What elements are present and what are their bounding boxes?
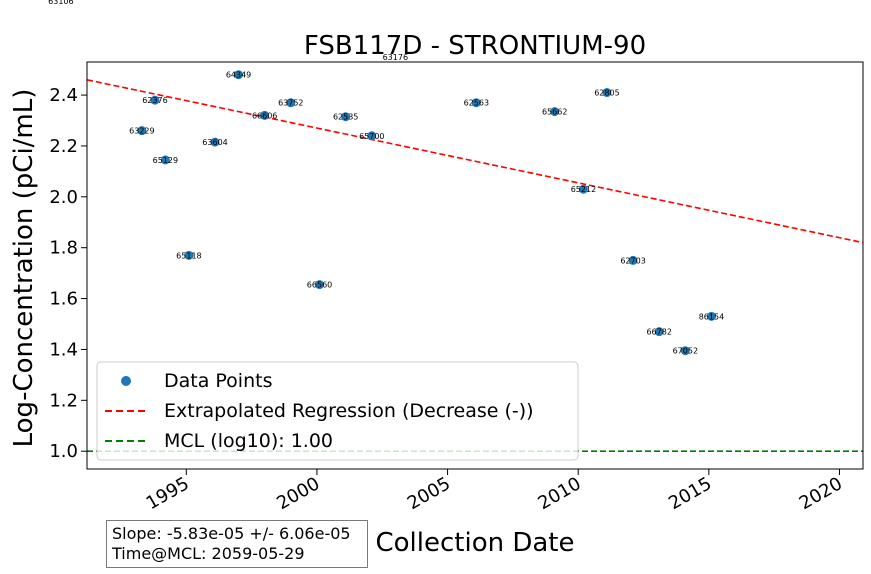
y-tick-label: 2.0 xyxy=(49,187,78,208)
x-tick-label: 2010 xyxy=(535,473,585,514)
data-point xyxy=(137,126,147,136)
time-at-mcl-text: Time@MCL: 2059-05-29 xyxy=(112,544,305,563)
data-point xyxy=(160,155,170,165)
data-point xyxy=(550,107,560,117)
data-point xyxy=(315,280,325,290)
slope-text: Slope: -5.83e-05 +/- 6.06e-05 xyxy=(112,524,351,543)
data-point xyxy=(150,95,160,105)
regression-line xyxy=(87,79,863,244)
y-tick-label: 2.2 xyxy=(49,136,78,157)
x-axis-label: Collection Date xyxy=(375,528,574,558)
data-point xyxy=(602,88,612,98)
data-point xyxy=(680,346,690,356)
x-tick-label: 2020 xyxy=(796,473,846,514)
data-point-label: 62703 xyxy=(620,256,645,265)
y-axis-label: Log-Concentration (pCi/mL) xyxy=(9,89,39,448)
data-point-label: 65129 xyxy=(153,156,178,165)
data-point-label: 63604 xyxy=(202,138,227,147)
data-point-label: 62376 xyxy=(142,96,167,105)
data-point-label: 62563 xyxy=(464,99,489,108)
data-point-label: 62535 xyxy=(333,113,358,122)
data-point-label: 66606 xyxy=(252,111,277,120)
data-point xyxy=(341,112,351,122)
plot-frame xyxy=(86,61,864,470)
x-tick-label: 2015 xyxy=(665,473,715,514)
outside-point-label: 63176 xyxy=(383,53,408,62)
data-point xyxy=(210,137,220,147)
legend-label-regression: Extrapolated Regression (Decrease (-)) xyxy=(164,400,534,422)
data-point xyxy=(706,311,716,321)
data-point-label: 65212 xyxy=(571,185,596,194)
data-point xyxy=(286,98,296,108)
y-tick-label: 2.4 xyxy=(49,85,78,106)
x-tick-label: 2000 xyxy=(273,473,323,514)
data-point-label: 64349 xyxy=(226,71,251,80)
outside-point-label: 63106 xyxy=(48,0,73,6)
data-point-label: 65700 xyxy=(359,132,384,141)
data-point xyxy=(367,131,377,141)
legend-frame xyxy=(96,361,579,461)
data-point-label: 66560 xyxy=(307,281,332,290)
legend-label-data-points: Data Points xyxy=(164,370,272,392)
data-point xyxy=(578,184,588,194)
y-tick-label: 1.2 xyxy=(49,390,78,411)
chart-title: FSB117D - STRONTIUM-90 xyxy=(304,31,646,61)
data-point xyxy=(654,327,664,337)
data-point-label: 66782 xyxy=(646,328,671,337)
data-point xyxy=(234,70,244,80)
data-point-label: 65662 xyxy=(542,108,567,117)
data-point-label: 67052 xyxy=(673,347,698,356)
data-point xyxy=(471,98,481,108)
data-point-label: 63229 xyxy=(129,127,154,136)
data-point xyxy=(260,110,270,120)
legend-label-mcl: MCL (log10): 1.00 xyxy=(164,430,333,452)
y-tick-label: 1.6 xyxy=(49,289,78,310)
data-point-label: 86154 xyxy=(699,312,724,321)
x-tick-label: 1995 xyxy=(143,473,193,514)
y-tick-label: 1.0 xyxy=(49,441,78,462)
y-tick-label: 1.8 xyxy=(49,238,78,259)
data-point-label: 63752 xyxy=(278,99,303,108)
data-point xyxy=(628,255,638,265)
data-point xyxy=(184,250,194,260)
data-point-label: 65118 xyxy=(176,251,201,260)
y-tick-label: 1.4 xyxy=(49,339,78,360)
legend-marker-data-points xyxy=(121,376,131,386)
legend: Data Points Extrapolated Regression (Dec… xyxy=(96,361,579,461)
x-tick-label: 2005 xyxy=(404,473,454,514)
data-point-label: 62805 xyxy=(594,89,619,98)
stats-box: Slope: -5.83e-05 +/- 6.06e-05 Time@MCL: … xyxy=(106,520,368,568)
